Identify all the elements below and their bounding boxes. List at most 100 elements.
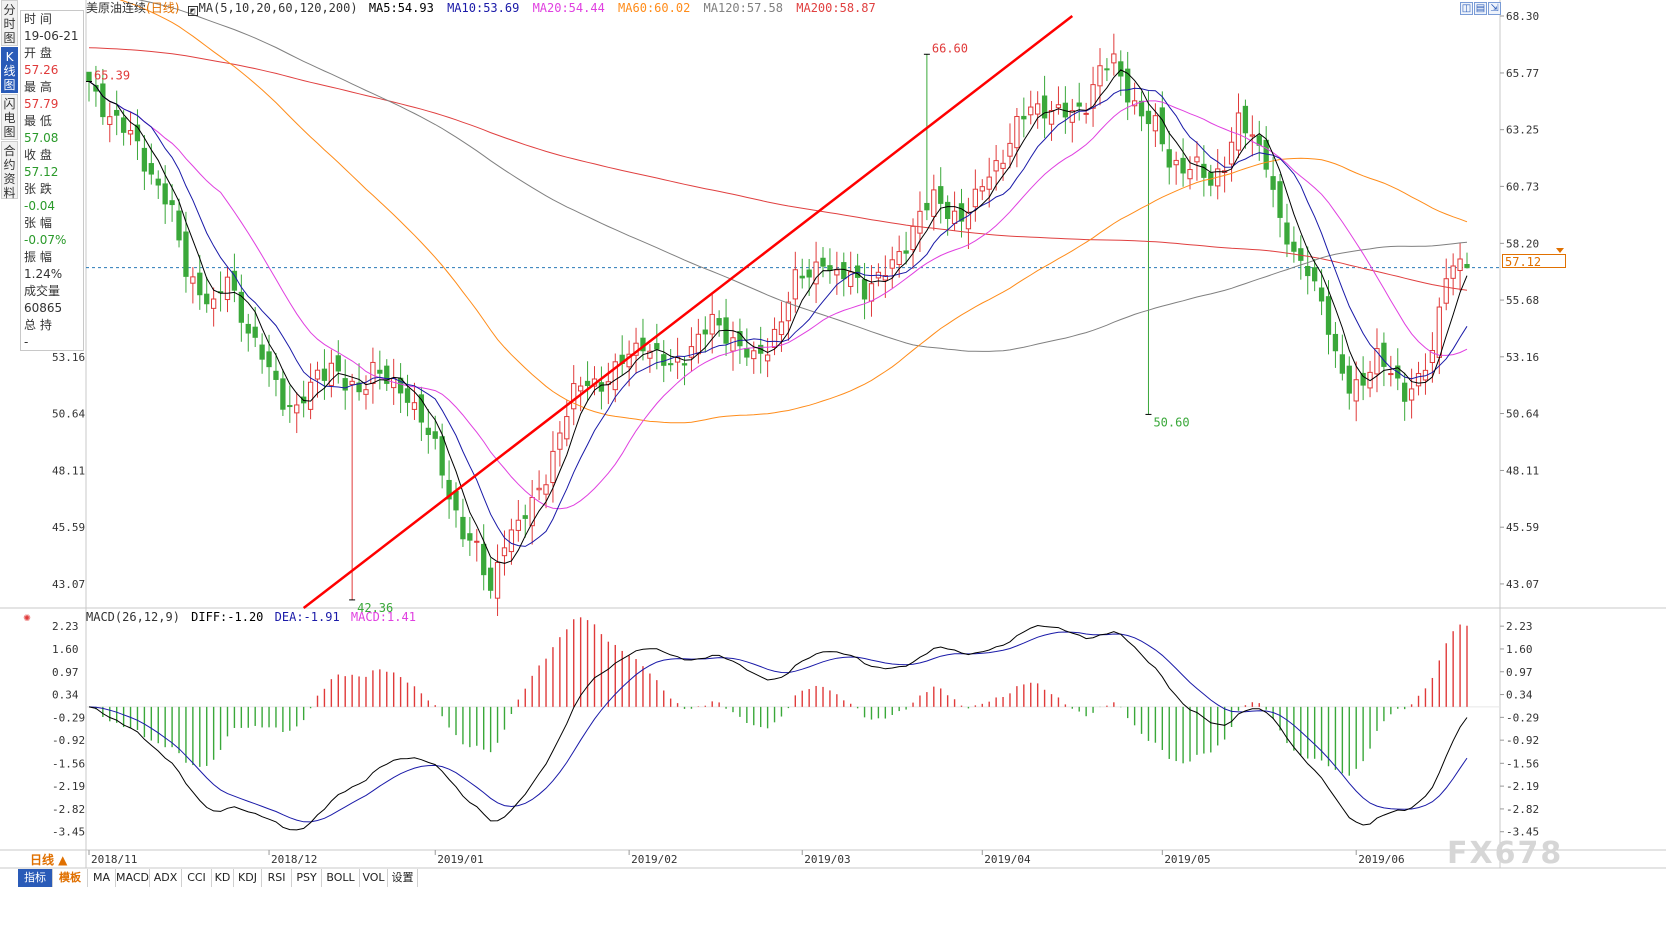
- toolbar-boll[interactable]: BOLL: [322, 869, 360, 887]
- candle-body: [148, 163, 154, 175]
- candle-body: [1457, 258, 1463, 272]
- period-selector[interactable]: 日线 ▲: [30, 853, 68, 867]
- ma60-line: [119, 0, 1468, 424]
- candle-body: [751, 350, 757, 360]
- info-label: 时 间: [24, 12, 52, 26]
- macd-settings-icon[interactable]: ✺: [23, 610, 31, 624]
- tab-0[interactable]: 分 时 图: [1, 0, 18, 46]
- candle-body: [903, 250, 909, 254]
- candle-body: [564, 416, 570, 440]
- restore-icon[interactable]: ◫: [1460, 2, 1473, 15]
- candle-body: [321, 368, 328, 381]
- candle-body: [688, 346, 695, 358]
- candle-body: [1228, 141, 1235, 165]
- candle-body: [1035, 103, 1041, 115]
- macd-tick-label: -0.92: [1506, 734, 1539, 747]
- info-value: 57.08: [24, 131, 59, 145]
- candle-body: [141, 147, 148, 172]
- candle-body: [1360, 372, 1366, 386]
- ma-params: MA(5,10,20,60,120,200): [198, 1, 358, 15]
- toolbar-kdj[interactable]: KDJ: [234, 869, 262, 887]
- toolbar-macd[interactable]: MACD: [116, 869, 150, 887]
- candle-body: [764, 354, 771, 362]
- candle-body: [1173, 159, 1179, 166]
- macd-legend: MACD(26,12,9) DIFF:-1.20 DEA:-1.91 MACD:…: [86, 609, 416, 625]
- price-tick-label: 53.16: [1506, 351, 1539, 364]
- toolbar-rsi[interactable]: RSI: [262, 869, 292, 887]
- candle-body: [238, 291, 244, 323]
- candle-body: [945, 201, 951, 219]
- macd-diff-line: [88, 624, 1468, 831]
- candle-body: [487, 567, 494, 591]
- macd-tick-label: -2.82: [1506, 803, 1539, 816]
- candle-body: [508, 529, 515, 553]
- macd-tick-label-left: -0.92: [52, 734, 85, 747]
- macd-params: MACD(26,12,9): [86, 610, 180, 624]
- date-label: 2019/03: [804, 853, 850, 866]
- candle-body: [910, 225, 916, 251]
- candle-body: [557, 432, 563, 450]
- candle-body: [1325, 296, 1332, 335]
- price-legend: 美原油连续(日线) ◩ MA(5,10,20,60,120,200) MA5:54…: [86, 0, 876, 16]
- toolbar-ma[interactable]: MA: [88, 869, 116, 887]
- tab-1[interactable]: K 线 图: [1, 47, 18, 93]
- candle-body: [1041, 95, 1048, 119]
- toolbar-设置[interactable]: 设置: [388, 869, 418, 887]
- info-value: 19-06-21: [24, 29, 79, 43]
- candle-body: [744, 348, 750, 358]
- tab-3[interactable]: 合 约 资 料: [1, 141, 18, 200]
- macd-hist-value: MACD:1.41: [350, 610, 416, 624]
- toolbar-指标[interactable]: 指标: [18, 869, 53, 887]
- toolbar-kd[interactable]: KD: [212, 869, 234, 887]
- toolbar-模板[interactable]: 模板: [53, 869, 88, 887]
- toolbar-psy[interactable]: PSY: [292, 869, 322, 887]
- extreme-label: 65.39: [94, 69, 130, 83]
- toolbar-cci[interactable]: CCI: [182, 869, 212, 887]
- candle-body: [1408, 388, 1415, 401]
- macd-tick-label: 0.34: [1506, 689, 1533, 702]
- candle-body: [93, 84, 99, 92]
- candle-body: [730, 337, 736, 352]
- candle-body: [1055, 104, 1062, 109]
- candle-body: [342, 378, 348, 391]
- maximize-icon[interactable]: ⇲: [1488, 2, 1501, 15]
- tab-2[interactable]: 闪 电 图: [1, 94, 18, 140]
- quote-info-panel: 时 间 19-06-21 开 盘 57.26 最 高 57.79 最 低 57.08 收 盘 57…: [20, 10, 84, 351]
- candle-body: [1312, 267, 1318, 282]
- candle-body: [1021, 115, 1027, 120]
- macd-tick-label: 2.23: [1506, 620, 1533, 633]
- date-label: 2019/05: [1164, 853, 1210, 866]
- candle-body: [411, 402, 418, 410]
- candle-body: [474, 540, 480, 543]
- candle-body: [806, 269, 812, 278]
- info-value: 57.12: [24, 165, 59, 179]
- tile-icon[interactable]: ▤: [1474, 2, 1487, 15]
- toolbar-adx[interactable]: ADX: [150, 869, 182, 887]
- candle-body: [1443, 278, 1449, 304]
- watermark-logo: FX678: [1447, 836, 1564, 871]
- toolbar-vol[interactable]: VOL: [360, 869, 388, 887]
- candle-body: [1194, 156, 1200, 163]
- candle-body: [543, 484, 549, 495]
- candle-body: [1249, 134, 1255, 137]
- info-label: 张 跌: [24, 182, 52, 196]
- candle-body: [1118, 61, 1124, 77]
- candle-body: [494, 562, 501, 599]
- ma200-value: MA200:58.87: [796, 1, 876, 15]
- date-label: 2018/12: [271, 853, 317, 866]
- info-value: -0.07%: [24, 233, 67, 247]
- candle-body: [827, 265, 833, 271]
- ma-indicator-icon[interactable]: ◩: [187, 6, 198, 16]
- candle-body: [681, 363, 688, 366]
- candle-body: [162, 183, 168, 205]
- candle-body: [1318, 287, 1325, 302]
- macd-tick-label-left: 0.97: [52, 666, 79, 679]
- macd-tick-label-left: 2.23: [52, 620, 79, 633]
- candle-body: [931, 189, 937, 217]
- candle-body: [127, 130, 134, 135]
- candle-body: [307, 381, 314, 410]
- ma20-line: [88, 80, 1468, 510]
- candle-body: [1429, 349, 1436, 364]
- candle-body: [861, 279, 868, 300]
